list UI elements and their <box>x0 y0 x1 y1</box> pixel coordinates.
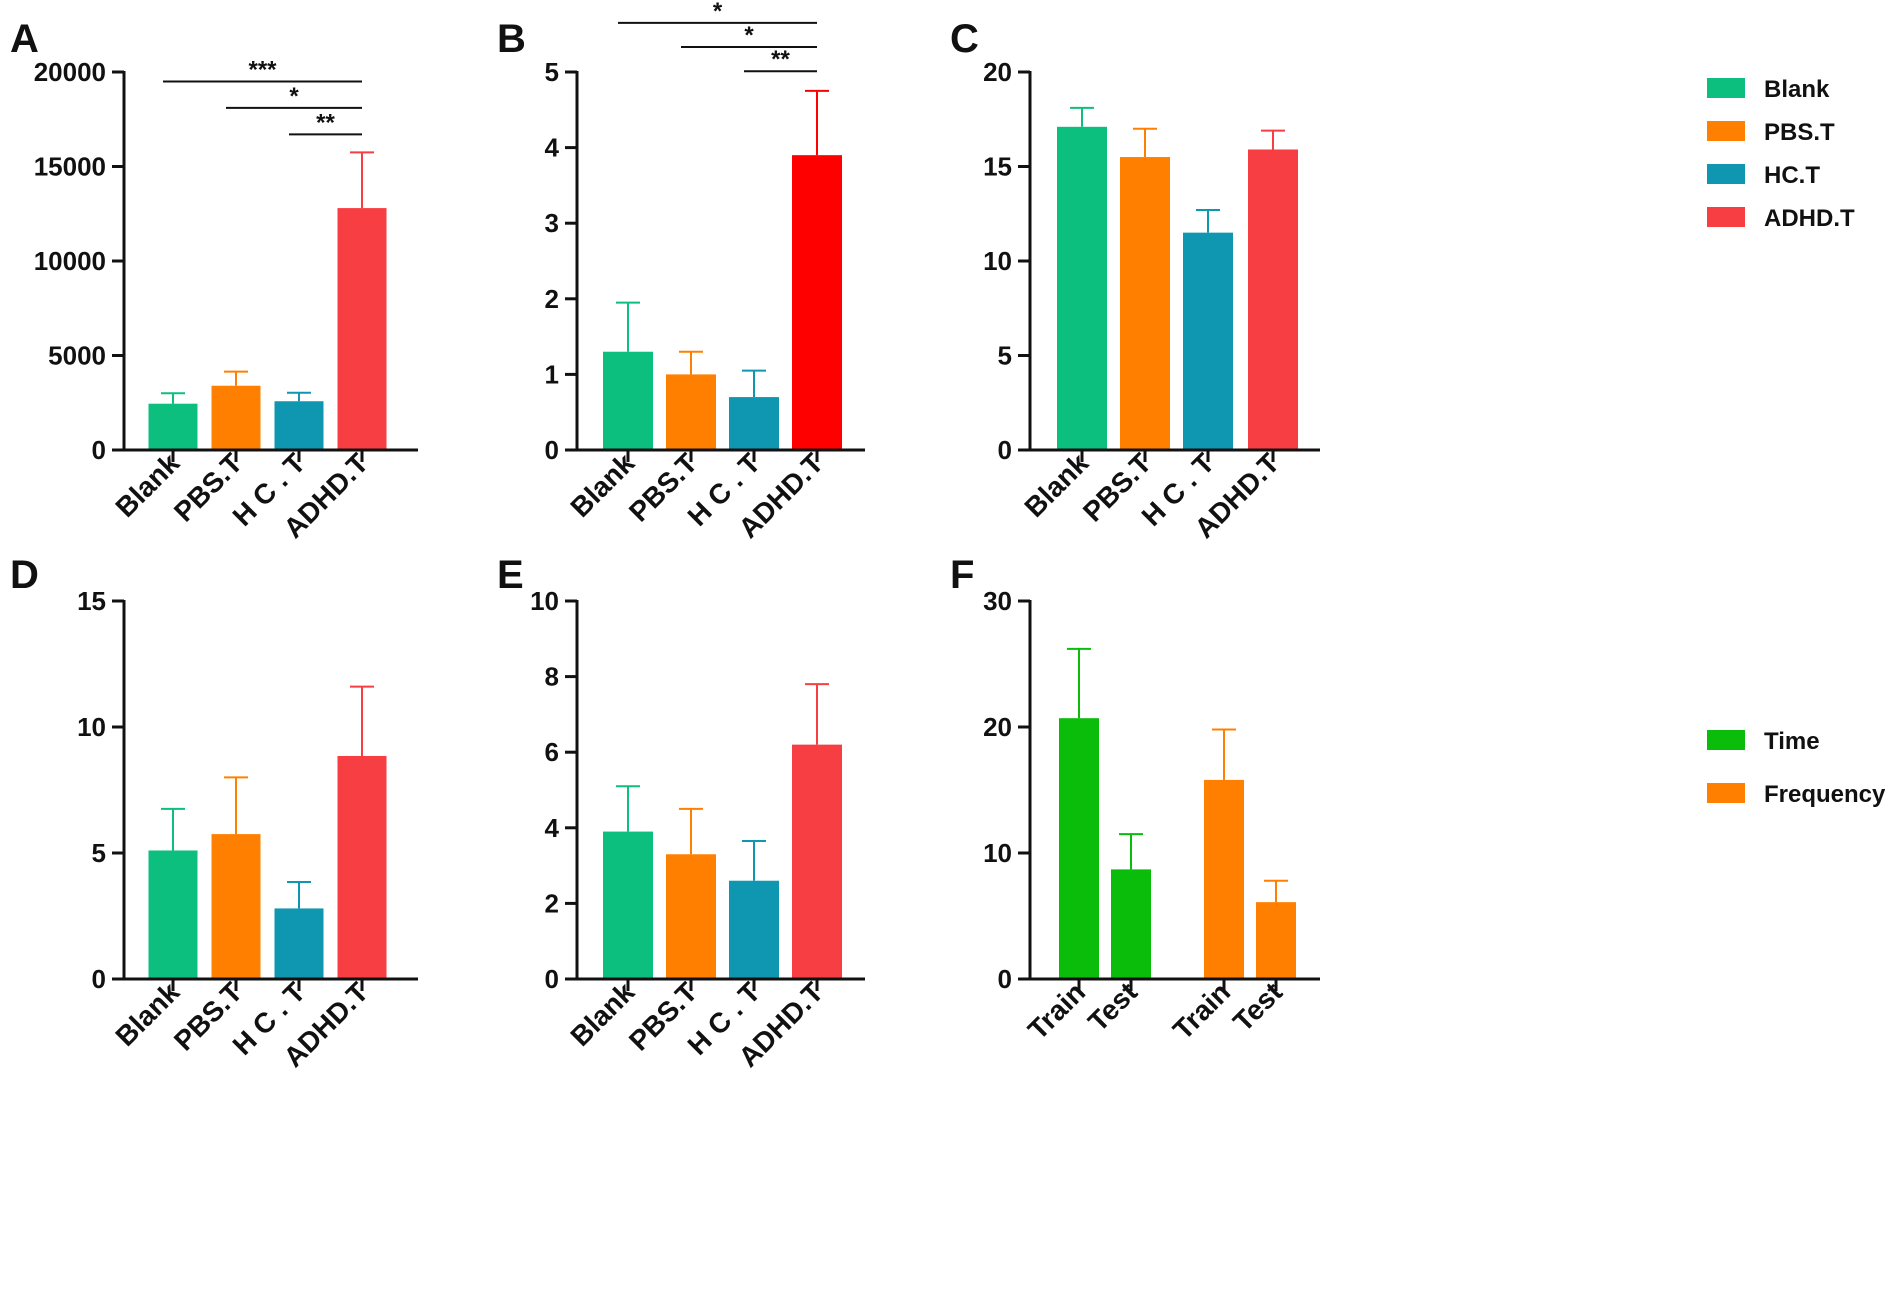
category-label: Train <box>1022 976 1091 1045</box>
y-tick-label: 0 <box>545 435 559 465</box>
y-tick-label: 5 <box>998 341 1012 371</box>
legend-swatch <box>1707 121 1745 141</box>
y-tick-label: 0 <box>92 964 106 994</box>
legend-label: Frequency <box>1764 781 1886 808</box>
bar <box>337 208 387 450</box>
bar <box>1256 902 1296 979</box>
y-tick-label: 10 <box>77 712 106 742</box>
time-frequency-legend: Time Frequency <box>1707 728 1886 808</box>
panel-label: E <box>497 553 524 597</box>
group-legend: Blank PBS.T HC.T ADHD.T <box>1707 76 1855 232</box>
y-tick-label: 15 <box>983 152 1012 182</box>
bar <box>148 850 198 979</box>
panel-label: A <box>10 17 39 61</box>
y-tick-label: 4 <box>545 133 560 163</box>
significance-label: ** <box>771 46 790 73</box>
bar <box>729 880 779 979</box>
bar <box>666 374 716 450</box>
panel-label: F <box>950 553 974 597</box>
y-tick-label: 30 <box>983 586 1012 616</box>
bar <box>1059 718 1099 979</box>
significance-label: * <box>744 22 754 49</box>
legend-label: Blank <box>1764 76 1830 103</box>
bar <box>792 155 842 450</box>
y-tick-label: 10000 <box>34 246 106 276</box>
y-tick-label: 4 <box>545 813 560 843</box>
category-label: Test <box>1082 976 1143 1037</box>
category-label: Train <box>1167 976 1236 1045</box>
bar <box>729 397 779 450</box>
category-label: Test <box>1227 976 1288 1037</box>
y-tick-label: 6 <box>545 737 559 767</box>
bar <box>211 385 261 450</box>
y-tick-label: 20000 <box>34 57 106 87</box>
y-tick-label: 5 <box>92 838 106 868</box>
y-tick-label: 20 <box>983 712 1012 742</box>
bar <box>1120 157 1170 451</box>
significance-label: * <box>289 83 299 110</box>
y-tick-label: 0 <box>998 435 1012 465</box>
significance-label: * <box>713 0 723 25</box>
legend-label: ADHD.T <box>1764 205 1855 232</box>
significance-label: *** <box>248 56 277 83</box>
y-tick-label: 2 <box>545 888 559 918</box>
bar <box>1204 779 1244 979</box>
y-tick-label: 10 <box>530 586 559 616</box>
bar <box>1057 126 1107 450</box>
bar <box>1248 149 1298 451</box>
y-tick-label: 15 <box>77 586 106 616</box>
bar <box>274 401 324 450</box>
bar <box>274 908 324 979</box>
bar <box>337 755 387 979</box>
legend-label: PBS.T <box>1764 119 1835 146</box>
y-tick-label: 8 <box>545 662 559 692</box>
significance-label: ** <box>316 109 335 136</box>
bar <box>603 831 653 979</box>
y-tick-label: 1 <box>545 359 559 389</box>
bar <box>603 351 653 450</box>
y-tick-label: 10 <box>983 838 1012 868</box>
legend-swatch <box>1707 783 1745 803</box>
y-tick-label: 15000 <box>34 152 106 182</box>
y-tick-label: 3 <box>545 208 559 238</box>
legend-swatch <box>1707 78 1745 98</box>
bar <box>666 854 716 979</box>
legend-label: HC.T <box>1764 162 1820 189</box>
y-tick-label: 0 <box>545 964 559 994</box>
legend-label: Time <box>1764 728 1820 755</box>
legend-swatch <box>1707 730 1745 750</box>
legend-swatch <box>1707 164 1745 184</box>
panel-label: B <box>497 17 526 61</box>
bar <box>792 744 842 979</box>
legend-swatch <box>1707 207 1745 227</box>
y-tick-label: 5000 <box>48 341 106 371</box>
y-tick-label: 0 <box>998 964 1012 994</box>
y-tick-label: 0 <box>92 435 106 465</box>
y-tick-label: 5 <box>545 57 559 87</box>
bar <box>1183 232 1233 450</box>
panel-label: C <box>950 17 979 61</box>
y-tick-label: 10 <box>983 246 1012 276</box>
bar <box>1111 869 1151 979</box>
y-tick-label: 2 <box>545 284 559 314</box>
y-tick-label: 20 <box>983 57 1012 87</box>
bar <box>148 403 198 450</box>
bar <box>211 834 261 979</box>
panel-label: D <box>10 553 39 597</box>
